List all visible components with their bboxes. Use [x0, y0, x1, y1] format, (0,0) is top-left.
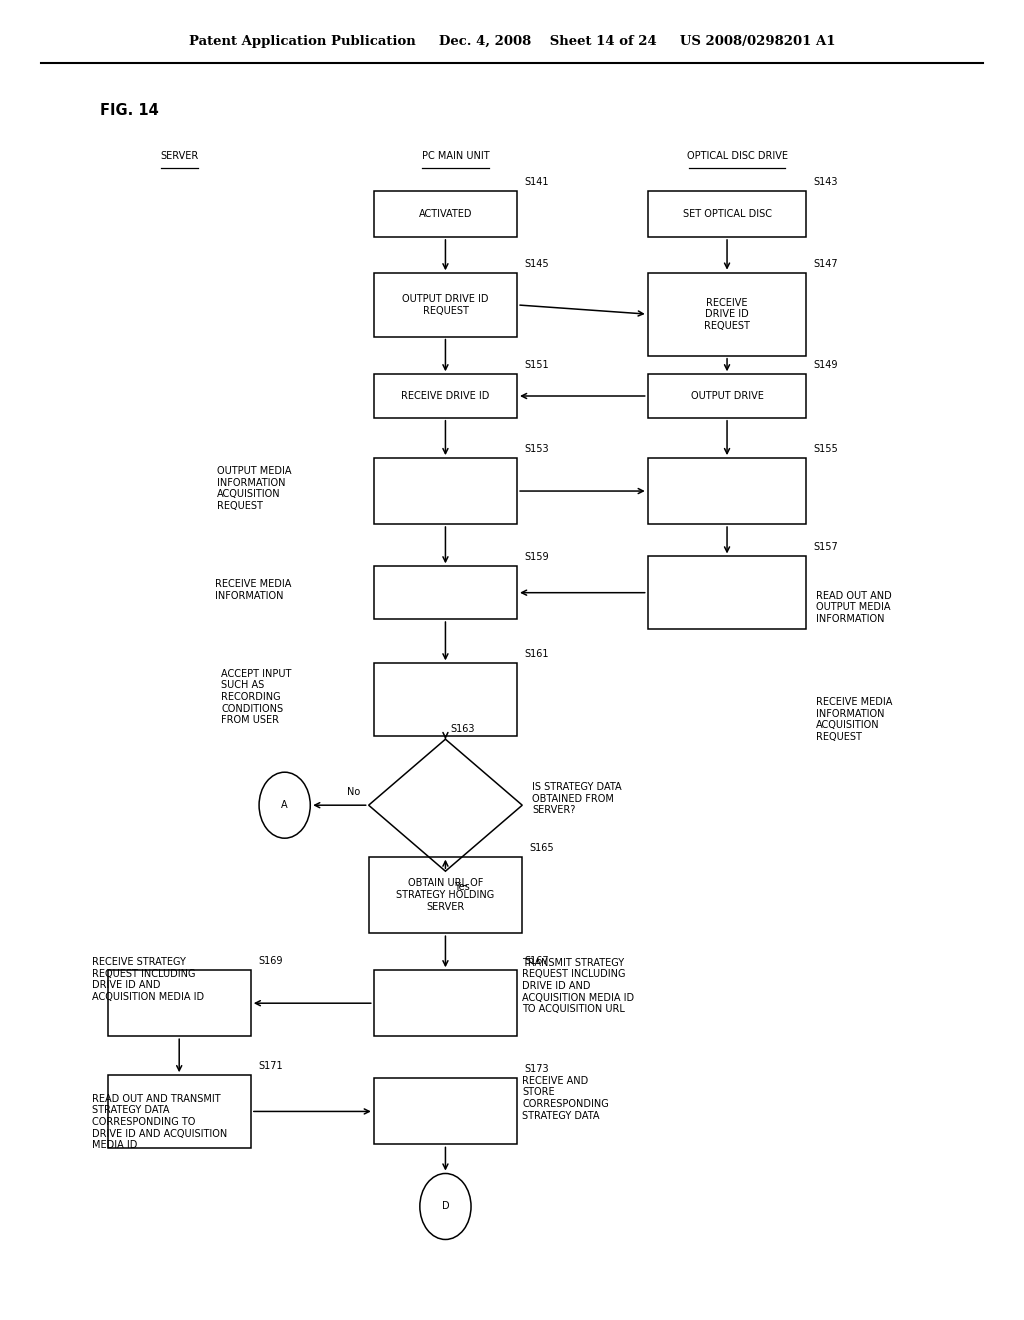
Text: S165: S165	[529, 842, 554, 853]
Text: S145: S145	[524, 259, 549, 269]
Text: ACCEPT INPUT
SUCH AS
RECORDING
CONDITIONS
FROM USER: ACCEPT INPUT SUCH AS RECORDING CONDITION…	[221, 669, 292, 725]
Bar	[369, 857, 522, 933]
Text: RECEIVE DRIVE ID: RECEIVE DRIVE ID	[401, 391, 489, 401]
Text: S167: S167	[524, 956, 549, 966]
Text: RECEIVE AND
STORE
CORRESPONDING
STRATEGY DATA: RECEIVE AND STORE CORRESPONDING STRATEGY…	[522, 1076, 609, 1121]
Bar	[374, 190, 517, 238]
Text: S151: S151	[524, 360, 549, 371]
Bar	[374, 566, 517, 619]
Text: RECEIVE MEDIA
INFORMATION
ACQUISITION
REQUEST: RECEIVE MEDIA INFORMATION ACQUISITION RE…	[816, 697, 893, 742]
Text: SERVER: SERVER	[160, 150, 199, 161]
Bar	[647, 190, 807, 238]
Text: S169: S169	[258, 956, 283, 966]
Text: IS STRATEGY DATA
OBTAINED FROM
SERVER?: IS STRATEGY DATA OBTAINED FROM SERVER?	[532, 781, 623, 816]
Bar	[647, 458, 807, 524]
Bar	[374, 273, 517, 337]
Text: RECEIVE
DRIVE ID
REQUEST: RECEIVE DRIVE ID REQUEST	[705, 297, 750, 331]
Text: S157: S157	[813, 543, 839, 552]
Text: RECEIVE STRATEGY
REQUEST INCLUDING
DRIVE ID AND
ACQUISITION MEDIA ID: RECEIVE STRATEGY REQUEST INCLUDING DRIVE…	[92, 957, 204, 1002]
Text: OBTAIN URL OF
STRATEGY HOLDING
SERVER: OBTAIN URL OF STRATEGY HOLDING SERVER	[396, 878, 495, 912]
Text: No: No	[347, 787, 360, 797]
Bar	[647, 375, 807, 417]
Text: Patent Application Publication     Dec. 4, 2008    Sheet 14 of 24     US 2008/02: Patent Application Publication Dec. 4, 2…	[188, 36, 836, 48]
Bar	[374, 458, 517, 524]
Bar	[647, 272, 807, 355]
Bar	[374, 664, 517, 737]
Text: S155: S155	[813, 444, 839, 454]
Text: S163: S163	[451, 723, 475, 734]
Text: S173: S173	[524, 1064, 549, 1074]
Text: A: A	[282, 800, 288, 810]
Text: TRANSMIT STRATEGY
REQUEST INCLUDING
DRIVE ID AND
ACQUISITION MEDIA ID
TO ACQUISI: TRANSMIT STRATEGY REQUEST INCLUDING DRIV…	[522, 958, 634, 1014]
Text: S171: S171	[258, 1061, 283, 1072]
Text: SET OPTICAL DISC: SET OPTICAL DISC	[683, 209, 771, 219]
Text: READ OUT AND
OUTPUT MEDIA
INFORMATION: READ OUT AND OUTPUT MEDIA INFORMATION	[816, 590, 892, 624]
Text: S143: S143	[813, 177, 838, 187]
Text: OUTPUT MEDIA
INFORMATION
ACQUISITION
REQUEST: OUTPUT MEDIA INFORMATION ACQUISITION REQ…	[217, 466, 292, 511]
Text: OUTPUT DRIVE ID
REQUEST: OUTPUT DRIVE ID REQUEST	[402, 294, 488, 315]
Text: RECEIVE MEDIA
INFORMATION: RECEIVE MEDIA INFORMATION	[215, 579, 292, 601]
Text: S147: S147	[813, 259, 839, 269]
Text: S153: S153	[524, 444, 549, 454]
Text: FIG. 14: FIG. 14	[100, 103, 159, 119]
Bar	[647, 556, 807, 628]
Text: S159: S159	[524, 552, 549, 562]
Text: D: D	[441, 1201, 450, 1212]
Text: READ OUT AND TRANSMIT
STRATEGY DATA
CORRESPONDING TO
DRIVE ID AND ACQUISITION
ME: READ OUT AND TRANSMIT STRATEGY DATA CORR…	[92, 1094, 227, 1150]
Text: S161: S161	[524, 649, 549, 660]
Bar	[108, 1074, 251, 1147]
Text: OUTPUT DRIVE: OUTPUT DRIVE	[690, 391, 764, 401]
Bar	[374, 375, 517, 417]
Text: S141: S141	[524, 177, 549, 187]
Text: ACTIVATED: ACTIVATED	[419, 209, 472, 219]
Bar	[374, 970, 517, 1036]
Bar	[374, 1078, 517, 1144]
Bar	[108, 970, 251, 1036]
Text: S149: S149	[813, 360, 838, 371]
Text: Yes: Yes	[454, 882, 469, 892]
Text: PC MAIN UNIT: PC MAIN UNIT	[422, 150, 489, 161]
Text: OPTICAL DISC DRIVE: OPTICAL DISC DRIVE	[687, 150, 787, 161]
